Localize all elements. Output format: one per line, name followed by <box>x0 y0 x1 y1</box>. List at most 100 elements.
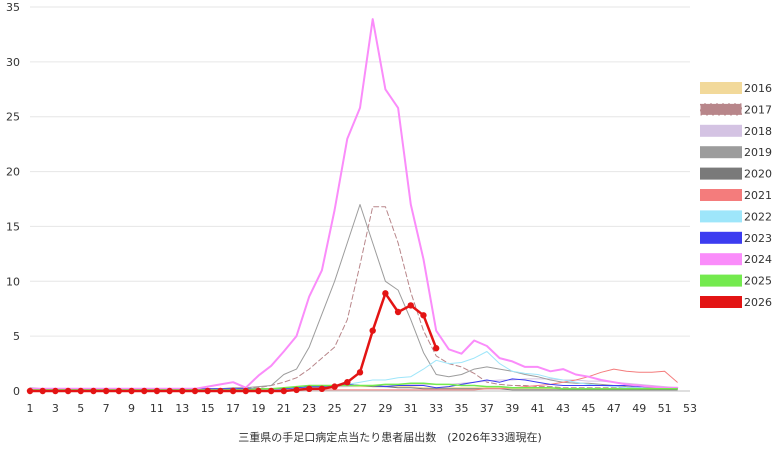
legend-swatch <box>700 82 742 94</box>
legend-item-2022[interactable]: 2022 <box>700 210 772 223</box>
data-point-2026 <box>255 387 262 395</box>
data-point-2026 <box>102 387 110 395</box>
data-point-2026 <box>280 387 288 395</box>
data-point-2026 <box>77 387 84 395</box>
x-tick-label: 45 <box>581 402 595 415</box>
x-tick-label: 35 <box>455 402 469 415</box>
series-line-2024 <box>29 18 679 390</box>
x-tick-label: 15 <box>201 402 215 415</box>
data-point-2026 <box>64 387 72 395</box>
x-tick-label: 43 <box>556 402 570 415</box>
data-point-2026 <box>153 387 161 395</box>
data-point-2026 <box>128 387 135 395</box>
data-point-2026 <box>90 387 97 395</box>
legend-item-2019[interactable]: 2019 <box>700 146 772 159</box>
legend-swatch <box>700 231 742 244</box>
y-tick-label: 20 <box>6 166 20 179</box>
x-tick-label: 49 <box>632 402 646 415</box>
legend-swatch <box>700 189 742 201</box>
x-tick-label: 9 <box>128 402 135 415</box>
legend-item-2018[interactable]: 2018 <box>700 124 772 138</box>
x-tick-label: 51 <box>658 402 672 415</box>
data-point-2026 <box>26 387 34 395</box>
legend-item-2017[interactable]: 2017 <box>699 102 772 116</box>
grid-lines <box>30 6 690 392</box>
legend-swatch <box>700 210 742 223</box>
data-point-2026 <box>242 387 249 395</box>
x-tick-label: 1 <box>27 402 34 415</box>
legend-label: 2018 <box>744 125 772 138</box>
data-point-2026 <box>179 387 186 395</box>
data-point-2026 <box>407 302 414 309</box>
legend-label: 2020 <box>744 168 772 181</box>
legend-swatch <box>700 124 742 137</box>
data-point-2026 <box>52 387 59 395</box>
series-line-2019 <box>29 204 678 390</box>
legend-label: 2025 <box>744 275 772 288</box>
series-line-2026 <box>28 292 438 393</box>
legend-item-2025[interactable]: 2025 <box>700 274 772 288</box>
data-point-2026 <box>166 387 173 395</box>
legend-item-2021[interactable]: 2021 <box>700 189 772 202</box>
x-tick-label: 11 <box>150 402 164 415</box>
legend-label: 2019 <box>744 146 772 159</box>
data-point-2026 <box>191 387 199 395</box>
series-line-2017 <box>29 206 678 391</box>
data-point-2026 <box>331 383 338 390</box>
x-tick-label: 19 <box>251 402 265 415</box>
legend-label: 2021 <box>744 189 772 202</box>
legend-item-2024[interactable]: 2024 <box>700 253 772 266</box>
y-tick-label: 30 <box>6 56 20 69</box>
x-axis-title: 三重県の手足口病定点当たり患者届出数 (2026年33週現在) <box>238 430 542 444</box>
legend-swatch <box>700 146 742 159</box>
x-tick-label: 31 <box>404 402 418 415</box>
y-tick-label: 35 <box>6 1 20 14</box>
legend-item-2023[interactable]: 2023 <box>700 231 772 245</box>
legend-item-2026[interactable]: 2026 <box>700 296 772 309</box>
legend-label: 2023 <box>744 232 772 245</box>
legend-label: 2022 <box>744 210 772 223</box>
data-point-2026 <box>141 387 148 395</box>
series-lines <box>26 18 679 395</box>
series-2022 <box>29 351 678 391</box>
data-point-2026 <box>382 290 389 297</box>
data-point-2026 <box>115 387 123 395</box>
data-point-2026 <box>394 308 402 316</box>
series-2017 <box>29 206 678 391</box>
legend-label: 2024 <box>744 253 772 266</box>
legend-label: 2016 <box>744 82 772 95</box>
x-tick-label: 27 <box>353 402 367 415</box>
x-tick-label: 47 <box>607 402 621 415</box>
data-point-2026 <box>217 387 224 395</box>
series-line-2022 <box>29 351 678 391</box>
x-tick-label: 41 <box>531 402 545 415</box>
data-point-2026 <box>369 327 376 334</box>
data-point-2026 <box>229 387 237 395</box>
x-tick-label: 33 <box>429 402 443 415</box>
data-point-2026 <box>293 386 300 394</box>
series-2019 <box>29 204 678 390</box>
x-tick-label: 37 <box>480 402 494 415</box>
legend-swatch <box>700 253 742 266</box>
legend-swatch <box>700 274 742 287</box>
x-tick-label: 17 <box>226 402 240 415</box>
legend-swatch <box>699 102 743 116</box>
legend: 2016 2017 2018 2019 2020 2021 2022 2023 2024 2025… <box>699 82 772 309</box>
x-tick-label: 7 <box>103 402 110 415</box>
legend-swatch <box>700 296 742 308</box>
legend-item-2020[interactable]: 2020 <box>700 167 772 181</box>
x-tick-label: 53 <box>683 402 697 415</box>
legend-swatch <box>700 167 742 180</box>
data-point-2026 <box>267 387 275 395</box>
data-point-2026 <box>204 387 211 395</box>
series-2026 <box>26 290 440 395</box>
legend-item-2016[interactable]: 2016 <box>700 82 772 95</box>
legend-label: 2026 <box>744 296 772 309</box>
y-tick-label: 10 <box>6 275 20 288</box>
x-tick-label: 3 <box>52 402 59 415</box>
legend-label: 2017 <box>744 103 772 116</box>
y-tick-label: 0 <box>13 385 20 398</box>
